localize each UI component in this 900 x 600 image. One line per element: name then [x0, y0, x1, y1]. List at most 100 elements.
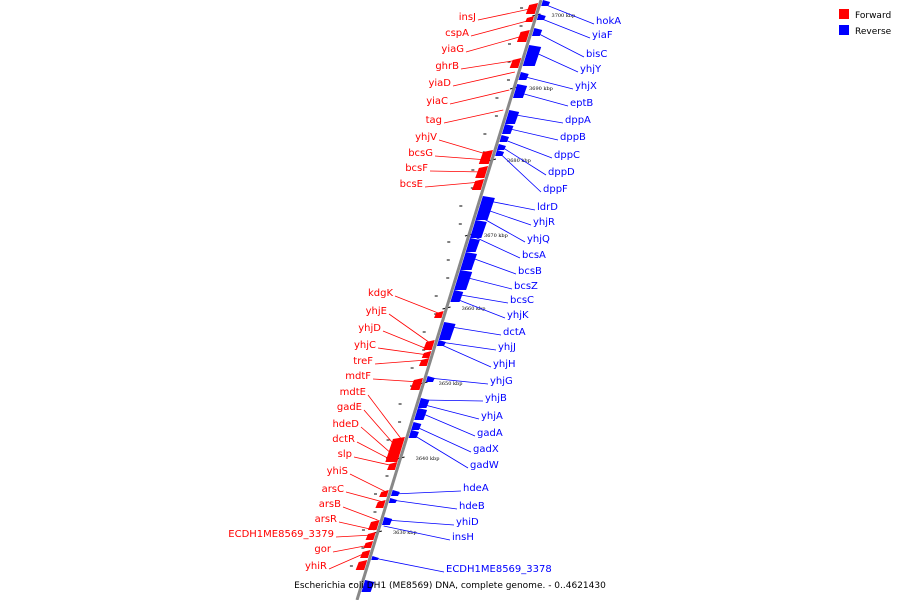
- forward-gene-block[interactable]: [367, 520, 380, 530]
- forward-gene-block[interactable]: [385, 437, 405, 462]
- gene-label[interactable]: hdeD: [332, 419, 359, 430]
- gene-label[interactable]: gadA: [477, 428, 503, 439]
- gene-label[interactable]: yhjH: [493, 359, 516, 370]
- reverse-gene-block[interactable]: [438, 322, 456, 340]
- reverse-gene-block[interactable]: [470, 220, 487, 238]
- reverse-gene-block[interactable]: [425, 376, 435, 382]
- forward-gene-block[interactable]: [410, 378, 424, 390]
- reverse-gene-block[interactable]: [501, 124, 514, 134]
- reverse-gene-block[interactable]: [536, 14, 546, 20]
- gene-label[interactable]: ECDH1ME8569_3379: [228, 529, 334, 540]
- reverse-gene-block[interactable]: [390, 490, 400, 496]
- gene-label[interactable]: yhjD: [358, 323, 381, 334]
- gene-label[interactable]: yhjG: [490, 376, 513, 387]
- gene-label[interactable]: eptB: [570, 98, 593, 109]
- forward-gene-block[interactable]: [423, 340, 435, 350]
- gene-label[interactable]: dppD: [548, 167, 575, 178]
- gene-label[interactable]: bcsE: [400, 179, 423, 190]
- reverse-gene-block[interactable]: [475, 196, 495, 220]
- forward-gene-block[interactable]: [509, 58, 522, 68]
- forward-gene-block[interactable]: [387, 462, 398, 470]
- gene-label[interactable]: yhiS: [327, 466, 348, 477]
- gene-label[interactable]: bisC: [586, 49, 607, 60]
- gene-label[interactable]: treF: [353, 356, 373, 367]
- forward-gene-block[interactable]: [478, 150, 493, 164]
- forward-gene-block[interactable]: [355, 560, 368, 570]
- gene-label[interactable]: yiaF: [592, 30, 613, 41]
- gene-label[interactable]: yhjV: [415, 132, 437, 143]
- reverse-gene-block[interactable]: [450, 290, 464, 302]
- gene-label[interactable]: gadX: [473, 444, 499, 455]
- gene-label[interactable]: yhjA: [481, 411, 503, 422]
- gene-label[interactable]: arsB: [319, 499, 341, 510]
- forward-gene-block[interactable]: [363, 541, 374, 548]
- reverse-gene-block[interactable]: [512, 84, 528, 98]
- gene-label[interactable]: hdeB: [459, 501, 485, 512]
- reverse-gene-block[interactable]: [465, 238, 480, 252]
- gene-label[interactable]: dppC: [554, 150, 580, 161]
- gene-label[interactable]: yiaD: [428, 78, 451, 89]
- forward-gene-block[interactable]: [360, 550, 371, 558]
- forward-gene-block[interactable]: [375, 500, 386, 508]
- gene-label[interactable]: yhjQ: [527, 234, 550, 245]
- reverse-gene-block[interactable]: [522, 45, 542, 66]
- gene-label[interactable]: tag: [426, 115, 442, 126]
- gene-label[interactable]: gadW: [470, 460, 499, 471]
- reverse-gene-block[interactable]: [504, 110, 520, 124]
- gene-label[interactable]: kdgK: [368, 288, 393, 299]
- gene-label[interactable]: bcsB: [518, 266, 542, 277]
- gene-label[interactable]: bcsA: [522, 250, 546, 261]
- reverse-gene-block[interactable]: [414, 408, 428, 420]
- gene-label[interactable]: ghrB: [435, 61, 459, 72]
- gene-label[interactable]: bcsC: [510, 295, 534, 306]
- gene-label[interactable]: mdtF: [345, 371, 371, 382]
- gene-label[interactable]: yhiR: [305, 561, 327, 572]
- gene-label[interactable]: yhjB: [485, 393, 507, 404]
- reverse-gene-block[interactable]: [436, 340, 446, 346]
- gene-label[interactable]: ldrD: [537, 202, 558, 213]
- reverse-gene-block[interactable]: [408, 430, 419, 438]
- gene-label[interactable]: gadE: [337, 402, 362, 413]
- gene-label[interactable]: hdeA: [463, 483, 489, 494]
- gene-label[interactable]: yhjE: [366, 306, 387, 317]
- leader-line: [481, 207, 532, 226]
- gene-label[interactable]: yhjK: [507, 310, 529, 321]
- gene-label[interactable]: gor: [314, 544, 331, 555]
- gene-label[interactable]: hokA: [596, 16, 621, 27]
- gene-label[interactable]: cspA: [445, 28, 469, 39]
- gene-label[interactable]: dppB: [560, 132, 586, 143]
- gene-label[interactable]: yhjY: [580, 64, 602, 75]
- forward-gene-block[interactable]: [525, 16, 535, 22]
- gene-label[interactable]: yhiD: [456, 517, 479, 528]
- forward-gene-block[interactable]: [434, 311, 444, 318]
- gene-label[interactable]: bcsG: [408, 148, 433, 159]
- reverse-gene-block[interactable]: [454, 270, 473, 290]
- gene-label[interactable]: insH: [452, 532, 474, 543]
- forward-gene-block[interactable]: [365, 532, 376, 540]
- gene-label[interactable]: bcsZ: [514, 281, 538, 292]
- gene-label[interactable]: yhjR: [533, 217, 555, 228]
- gene-label[interactable]: insJ: [459, 12, 476, 23]
- gene-label[interactable]: arsR: [315, 514, 337, 525]
- gene-label[interactable]: dppF: [543, 184, 568, 195]
- gene-label[interactable]: dctA: [503, 327, 526, 338]
- forward-gene-block[interactable]: [379, 490, 389, 497]
- gene-label[interactable]: bcsF: [405, 163, 428, 174]
- gene-label[interactable]: ECDH1ME8569_3378: [446, 564, 552, 575]
- leader-line: [382, 330, 430, 351]
- gene-label[interactable]: slp: [338, 449, 352, 460]
- gene-label[interactable]: mdtE: [340, 387, 366, 398]
- reverse-gene-block[interactable]: [361, 580, 375, 592]
- reverse-gene-block[interactable]: [381, 517, 393, 525]
- gene-label[interactable]: yhjC: [354, 340, 376, 351]
- gene-label[interactable]: dppA: [565, 115, 591, 126]
- gene-label[interactable]: yiaC: [426, 96, 448, 107]
- reverse-gene-block[interactable]: [518, 72, 529, 80]
- gene-label[interactable]: yhjJ: [498, 342, 516, 353]
- gene-label[interactable]: yiaG: [441, 44, 464, 55]
- gene-label[interactable]: yhjX: [575, 81, 597, 92]
- gene-label[interactable]: arsC: [322, 484, 344, 495]
- gene-label[interactable]: dctR: [332, 434, 355, 445]
- reverse-gene-block[interactable]: [460, 252, 478, 270]
- reverse-gene-block[interactable]: [541, 0, 551, 6]
